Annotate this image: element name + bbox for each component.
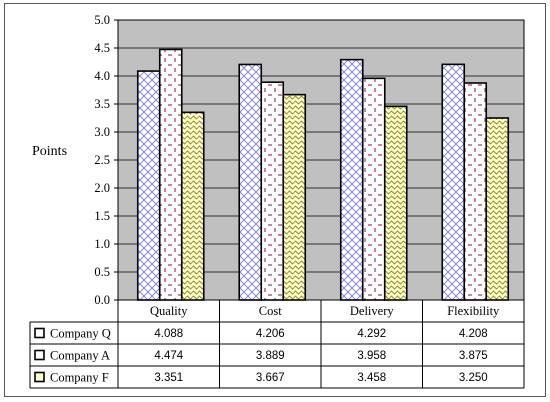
y-axis-label: Points	[32, 144, 67, 159]
table-cell-value: 3.958	[357, 350, 386, 362]
legend-key	[34, 349, 45, 361]
category-label: Cost	[259, 304, 282, 318]
y-tick-label: 5.0	[94, 13, 110, 27]
y-tick-label: 3.5	[94, 97, 110, 111]
bar-company-q-flexibility	[441, 63, 466, 301]
bar-company-f-cost	[282, 93, 307, 301]
y-tick-label: 3.0	[94, 125, 110, 139]
table-cell-value: 4.088	[154, 328, 183, 340]
legend-label: Company Q	[50, 327, 111, 341]
category-label: Quality	[150, 304, 188, 318]
bar-company-q-delivery	[339, 58, 364, 301]
bar-company-a-flexibility	[463, 82, 488, 301]
table-cell-value: 3.875	[459, 350, 488, 362]
bar-company-a-delivery	[361, 77, 386, 301]
table-cell-value: 3.667	[256, 372, 285, 384]
table-cell-value: 4.208	[459, 328, 488, 340]
bar-company-q-quality	[136, 70, 161, 301]
y-axis: 0.0 0.5 1.0 1.5 2.0 2.5 3.0 3.5 4.0 4.5 5.0	[94, 13, 118, 307]
table-cell-value: 3.250	[459, 372, 488, 384]
table-cell-value: 4.206	[256, 328, 285, 340]
legend-key	[34, 371, 45, 383]
table-cell-value: 3.458	[357, 372, 386, 384]
bar-company-a-quality	[158, 48, 183, 301]
legend-label: Company F	[50, 371, 109, 385]
table-cell-value: 4.292	[357, 328, 386, 340]
category-label: Flexibility	[447, 304, 500, 318]
bar-company-f-quality	[180, 111, 205, 301]
table-cell-value: 3.351	[154, 372, 183, 384]
table-cell-value: 4.474	[154, 350, 183, 362]
bar-company-f-delivery	[383, 105, 408, 301]
y-tick-label: 0.0	[94, 293, 110, 307]
y-tick-label: 2.0	[94, 181, 110, 195]
data-table: Quality Cost Delivery Flexibility Company Q 4…	[29, 300, 525, 389]
bars	[136, 48, 510, 301]
y-tick-label: 4.0	[94, 69, 110, 83]
bar-company-f-flexibility	[485, 117, 510, 301]
legend-key	[34, 327, 45, 339]
y-tick-label: 0.5	[94, 265, 110, 279]
bar-company-a-cost	[260, 81, 285, 301]
y-tick-label: 4.5	[94, 41, 110, 55]
category-label: Delivery	[350, 304, 394, 318]
table-cell-value: 3.889	[256, 350, 285, 362]
y-tick-label: 1.5	[94, 209, 110, 223]
legend-label: Company A	[50, 349, 110, 363]
y-tick-label: 2.5	[94, 153, 110, 167]
y-tick-label: 1.0	[94, 237, 110, 251]
bar-company-q-cost	[238, 63, 263, 301]
